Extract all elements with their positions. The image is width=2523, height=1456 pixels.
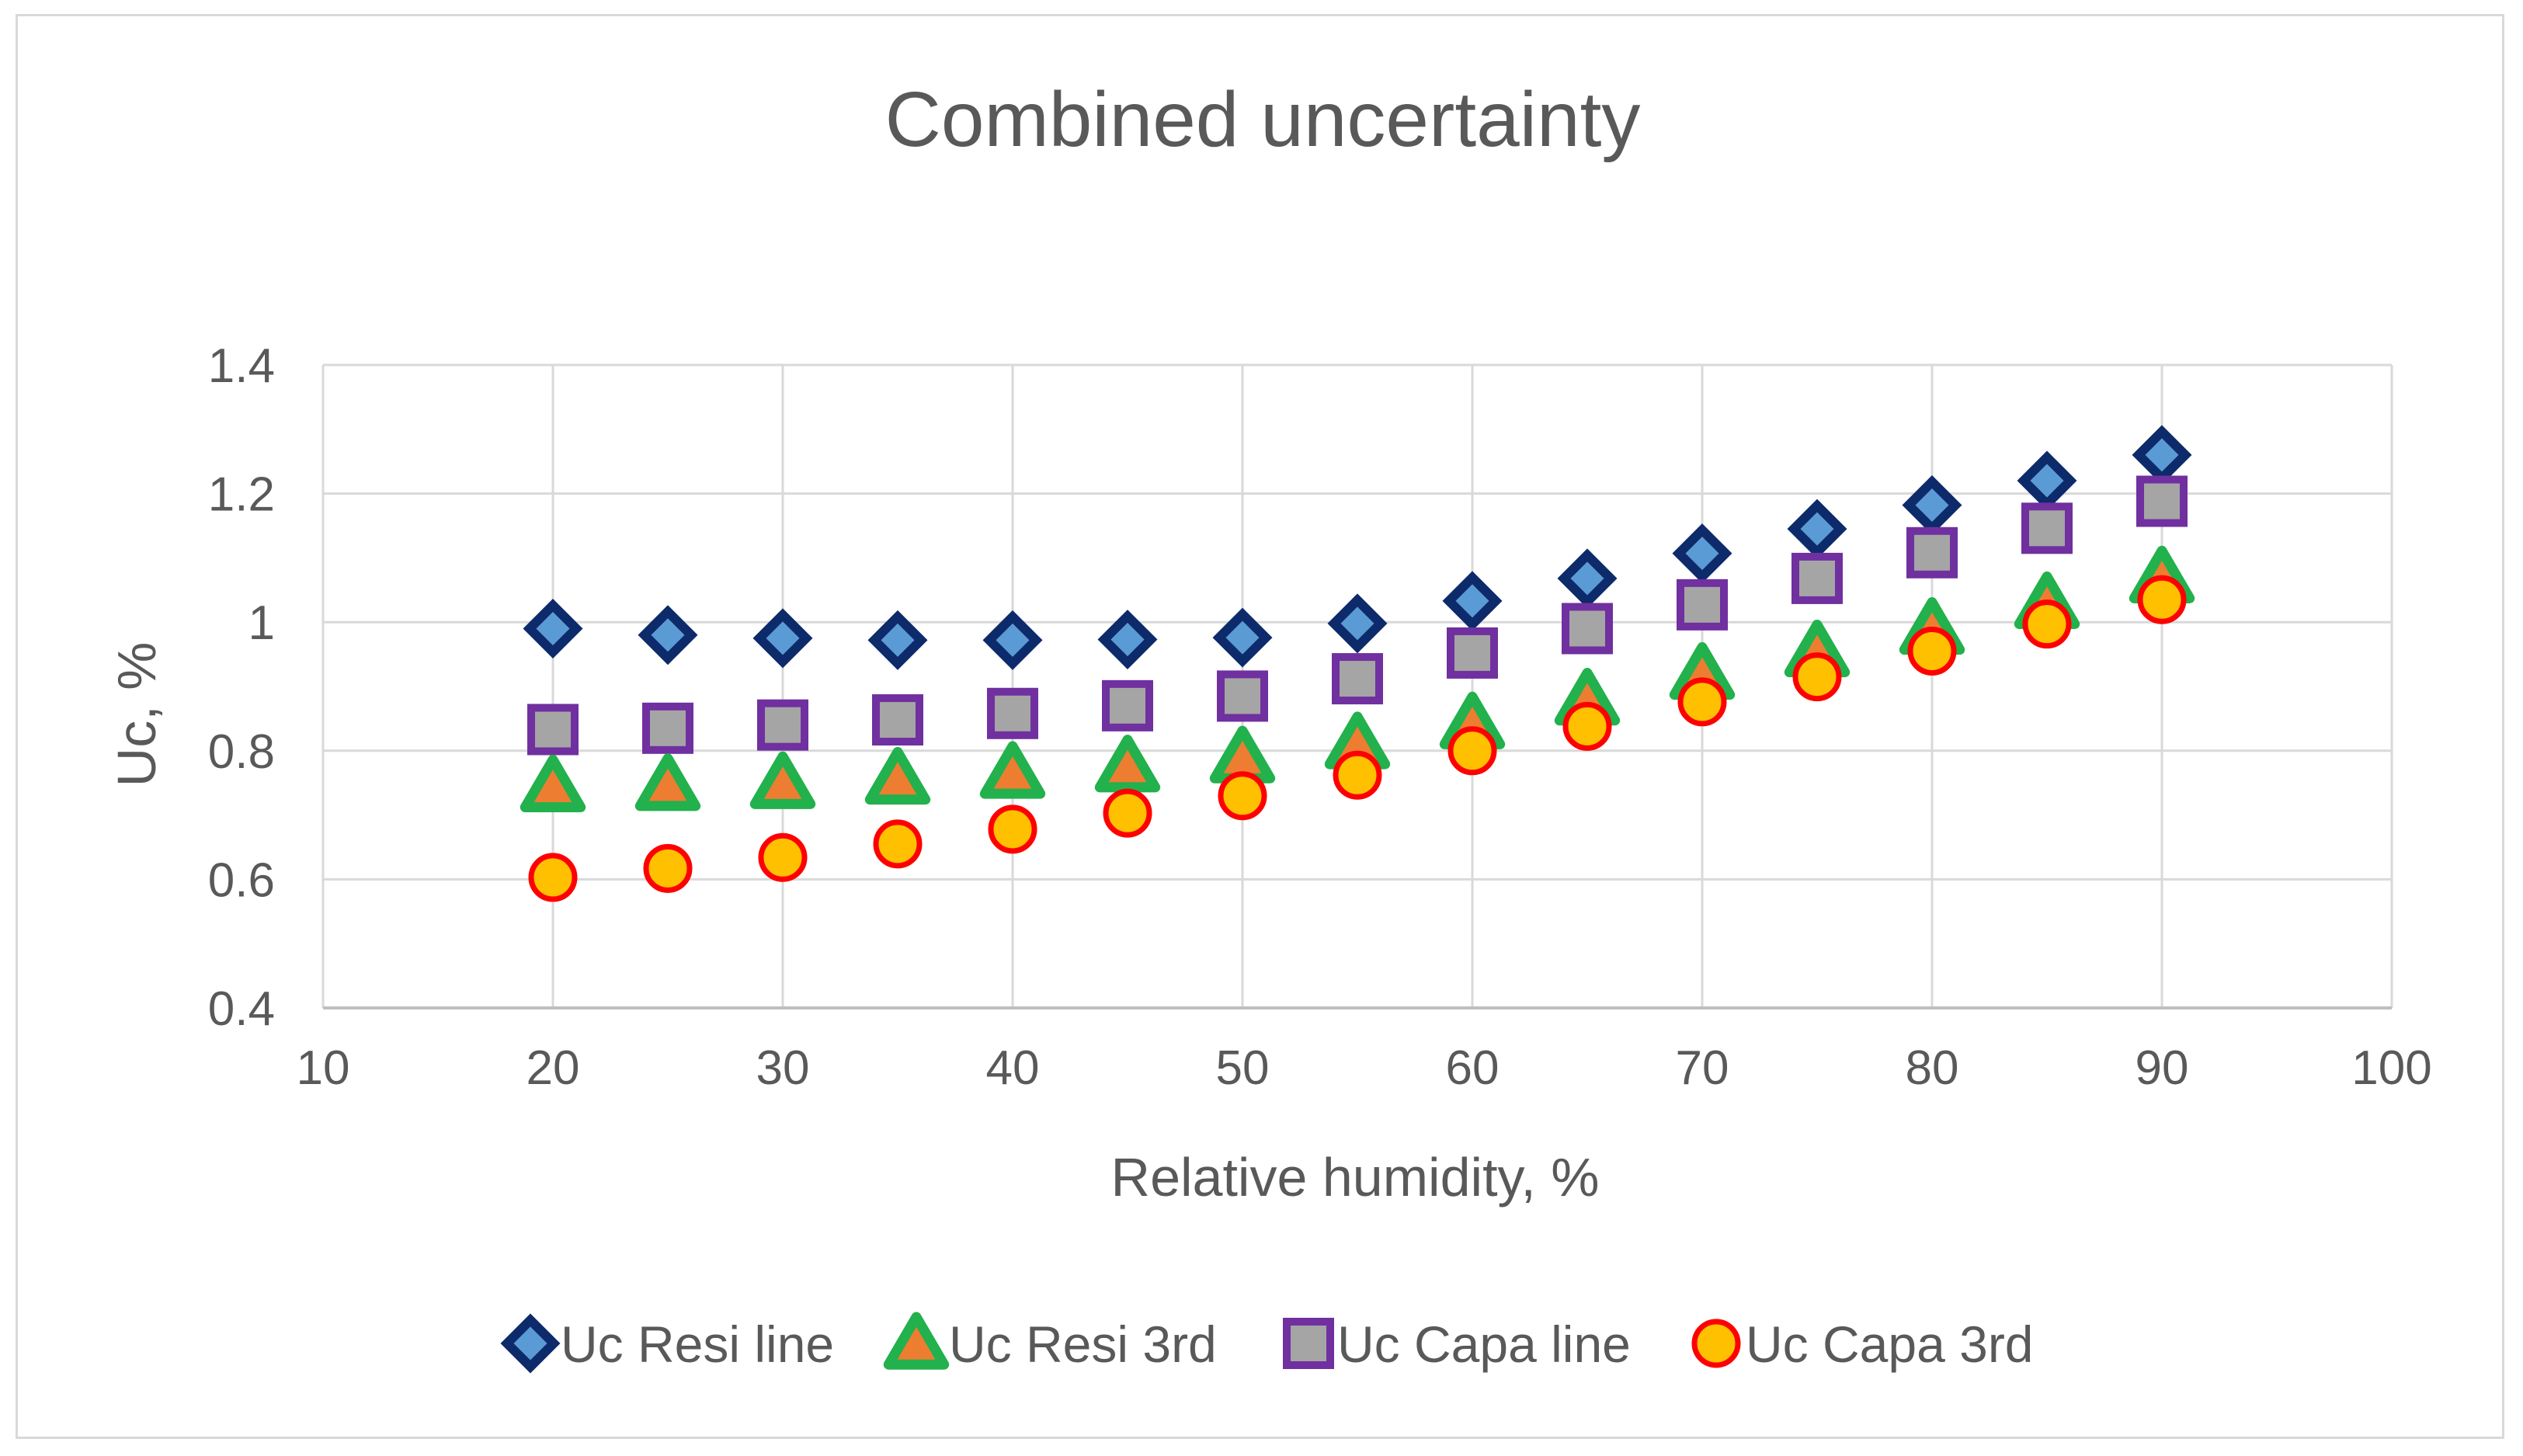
series-uc-capa-line	[527, 475, 2188, 756]
data-point	[864, 746, 931, 805]
x-tick-label: 60	[1446, 1041, 1500, 1095]
data-point	[1209, 725, 1276, 784]
data-point	[1103, 788, 1152, 838]
data-point	[757, 699, 808, 751]
series-uc-capa-3rd	[528, 575, 2187, 902]
tick-labels: 10 20 30 40 50 60 70 80 90 100 0.4 0.6 0.8 1 1.2 1.4	[208, 339, 2432, 1095]
data-point	[988, 804, 1037, 854]
x-tick-label: 50	[1216, 1041, 1270, 1095]
data-point	[1902, 475, 1962, 535]
data-point	[1212, 607, 1273, 668]
data-point	[2017, 450, 2077, 511]
data-point	[2021, 502, 2073, 554]
data-point	[749, 751, 816, 809]
data-point	[1792, 652, 1842, 702]
series-group	[520, 425, 2195, 902]
data-point	[872, 694, 923, 746]
data-point	[982, 610, 1043, 670]
data-point	[1562, 603, 1613, 655]
legend-item: Uc Resi 3rd	[883, 1312, 1217, 1373]
data-point	[528, 853, 578, 902]
data-point	[1672, 523, 1732, 584]
data-point	[1442, 571, 1503, 631]
data-point	[1562, 701, 1612, 751]
y-tick-label: 1.2	[208, 468, 275, 522]
y-tick-label: 0.6	[208, 853, 275, 907]
data-point	[1447, 627, 1498, 679]
data-point	[527, 704, 579, 756]
legend-marker	[1691, 1319, 1741, 1368]
data-point	[634, 753, 701, 811]
data-point	[1102, 679, 1153, 731]
y-axis-label: Uc, %	[106, 642, 167, 787]
x-tick-label: 40	[986, 1041, 1040, 1095]
data-point	[1557, 548, 1618, 609]
legend-marker	[883, 1312, 950, 1370]
chart-title: Combined uncertainty	[885, 76, 1641, 163]
data-point	[867, 610, 928, 670]
legend-item: Uc Capa line	[1283, 1315, 1631, 1373]
data-point	[1677, 579, 1728, 631]
x-tick-label: 70	[1676, 1041, 1729, 1095]
data-point	[2132, 425, 2192, 485]
x-tick-label: 10	[297, 1041, 350, 1095]
data-point	[2137, 575, 2187, 624]
data-point	[1447, 726, 1497, 776]
legend-item: Uc Capa 3rd	[1691, 1315, 2034, 1373]
data-point	[1327, 593, 1388, 654]
x-tick-label: 100	[2351, 1041, 2431, 1095]
x-tick-label: 30	[756, 1041, 810, 1095]
y-tick-label: 1.4	[208, 339, 275, 393]
data-point	[752, 608, 813, 669]
legend-label: Uc Resi line	[561, 1315, 834, 1373]
data-point	[2136, 475, 2188, 527]
data-point	[1677, 677, 1727, 727]
data-point	[1787, 499, 1847, 559]
x-tick-label: 20	[526, 1041, 580, 1095]
data-point	[1791, 552, 1843, 604]
data-point	[1333, 750, 1382, 800]
data-point	[523, 598, 583, 659]
data-point	[1094, 735, 1161, 793]
y-tick-label: 1	[248, 596, 275, 650]
legend-item: Uc Resi line	[500, 1313, 834, 1374]
x-tick-label: 80	[1906, 1041, 1959, 1095]
legend-marker	[1283, 1318, 1334, 1369]
data-point	[642, 702, 693, 754]
y-tick-label: 0.8	[208, 725, 275, 779]
data-point	[758, 832, 808, 882]
series-uc-resi-line	[523, 425, 2192, 670]
data-point	[643, 843, 693, 893]
legend-label: Uc Capa 3rd	[1746, 1315, 2034, 1373]
data-point	[520, 754, 586, 813]
y-tick-label: 0.4	[208, 982, 275, 1036]
data-point	[1907, 626, 1957, 676]
data-point	[1218, 771, 1267, 821]
data-point	[1332, 653, 1383, 705]
data-point	[873, 819, 923, 869]
data-point	[638, 605, 698, 665]
chart-frame	[16, 14, 2504, 1439]
data-point	[987, 687, 1038, 739]
x-tick-label: 90	[2136, 1041, 2189, 1095]
legend-marker	[500, 1313, 561, 1374]
data-point	[2022, 599, 2072, 649]
data-point	[1906, 526, 1958, 579]
legend: Uc Resi line Uc Resi 3rd Uc Capa line Uc Ca…	[500, 1312, 2034, 1374]
x-axis-label: Relative humidity, %	[1111, 1147, 1600, 1208]
data-point	[1217, 670, 1268, 722]
legend-label: Uc Resi 3rd	[949, 1315, 1217, 1373]
data-point	[979, 741, 1046, 799]
legend-label: Uc Capa line	[1337, 1315, 1631, 1373]
data-point	[1097, 610, 1158, 670]
